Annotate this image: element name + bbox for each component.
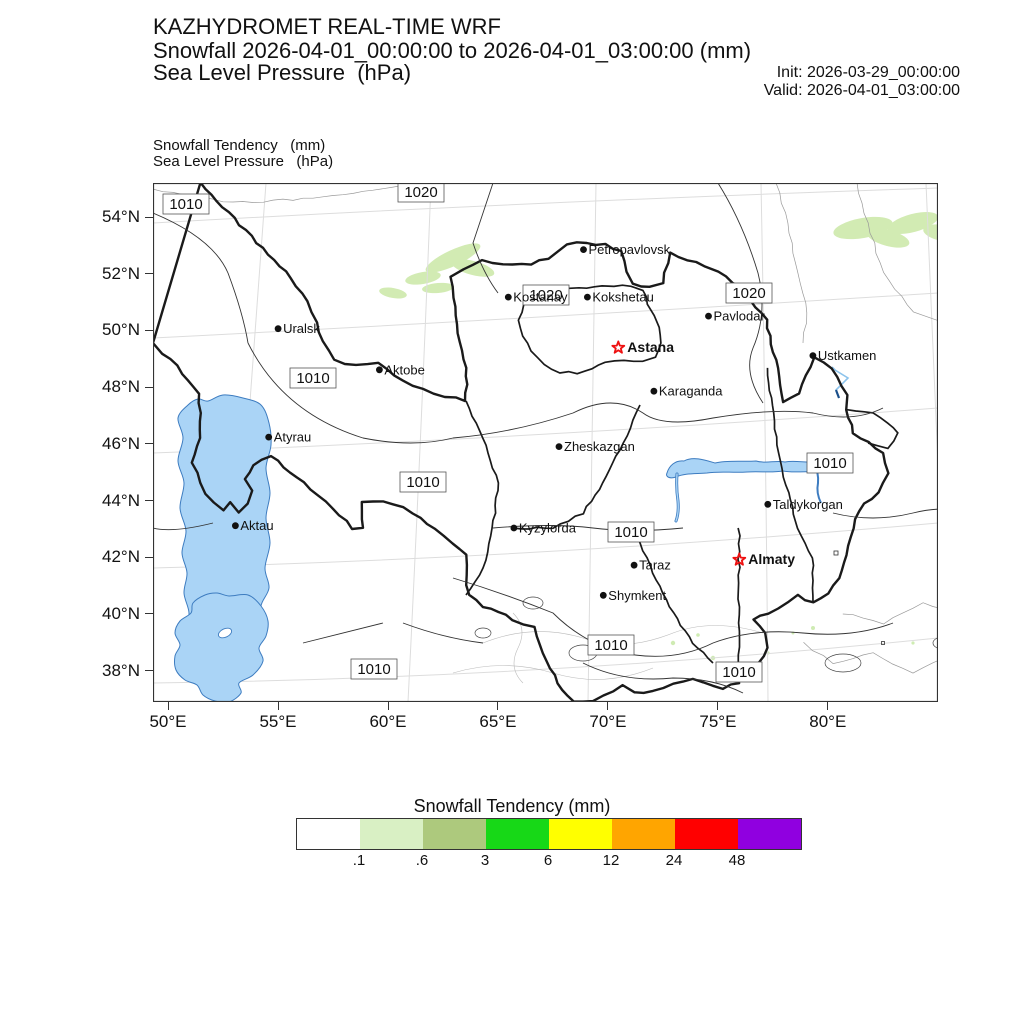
svg-text:Astana: Astana — [627, 339, 674, 355]
svg-text:1010: 1010 — [722, 664, 755, 681]
svg-text:Uralsk: Uralsk — [283, 321, 320, 336]
svg-text:Aktau: Aktau — [240, 518, 273, 533]
svg-text:1020: 1020 — [404, 184, 437, 201]
svg-text:Aktobe: Aktobe — [384, 362, 424, 377]
svg-text:1010: 1010 — [594, 637, 627, 654]
svg-text:Pavlodar: Pavlodar — [714, 309, 766, 324]
svg-text:1010: 1010 — [813, 455, 846, 472]
svg-text:Petropavlovsk: Petropavlovsk — [589, 242, 671, 257]
svg-text:Taraz: Taraz — [639, 558, 671, 573]
svg-text:1010: 1010 — [296, 370, 329, 387]
svg-text:1010: 1010 — [406, 474, 439, 491]
svg-text:1010: 1010 — [357, 661, 390, 678]
svg-text:Taldykorgan: Taldykorgan — [773, 497, 843, 512]
svg-text:Karaganda: Karaganda — [659, 384, 723, 399]
svg-text:Kostanay: Kostanay — [513, 290, 568, 305]
svg-text:Shymkent: Shymkent — [608, 588, 666, 603]
svg-text:1010: 1010 — [169, 196, 202, 213]
svg-text:Kyzylorda: Kyzylorda — [519, 521, 577, 536]
svg-text:Zheskazgan: Zheskazgan — [564, 439, 635, 454]
svg-text:Ustkamen: Ustkamen — [818, 348, 877, 363]
svg-text:Kokshetau: Kokshetau — [592, 290, 653, 305]
svg-text:Almaty: Almaty — [748, 551, 795, 567]
svg-text:Atyrau: Atyrau — [274, 430, 312, 445]
svg-text:1020: 1020 — [732, 285, 765, 302]
svg-text:1010: 1010 — [614, 524, 647, 541]
